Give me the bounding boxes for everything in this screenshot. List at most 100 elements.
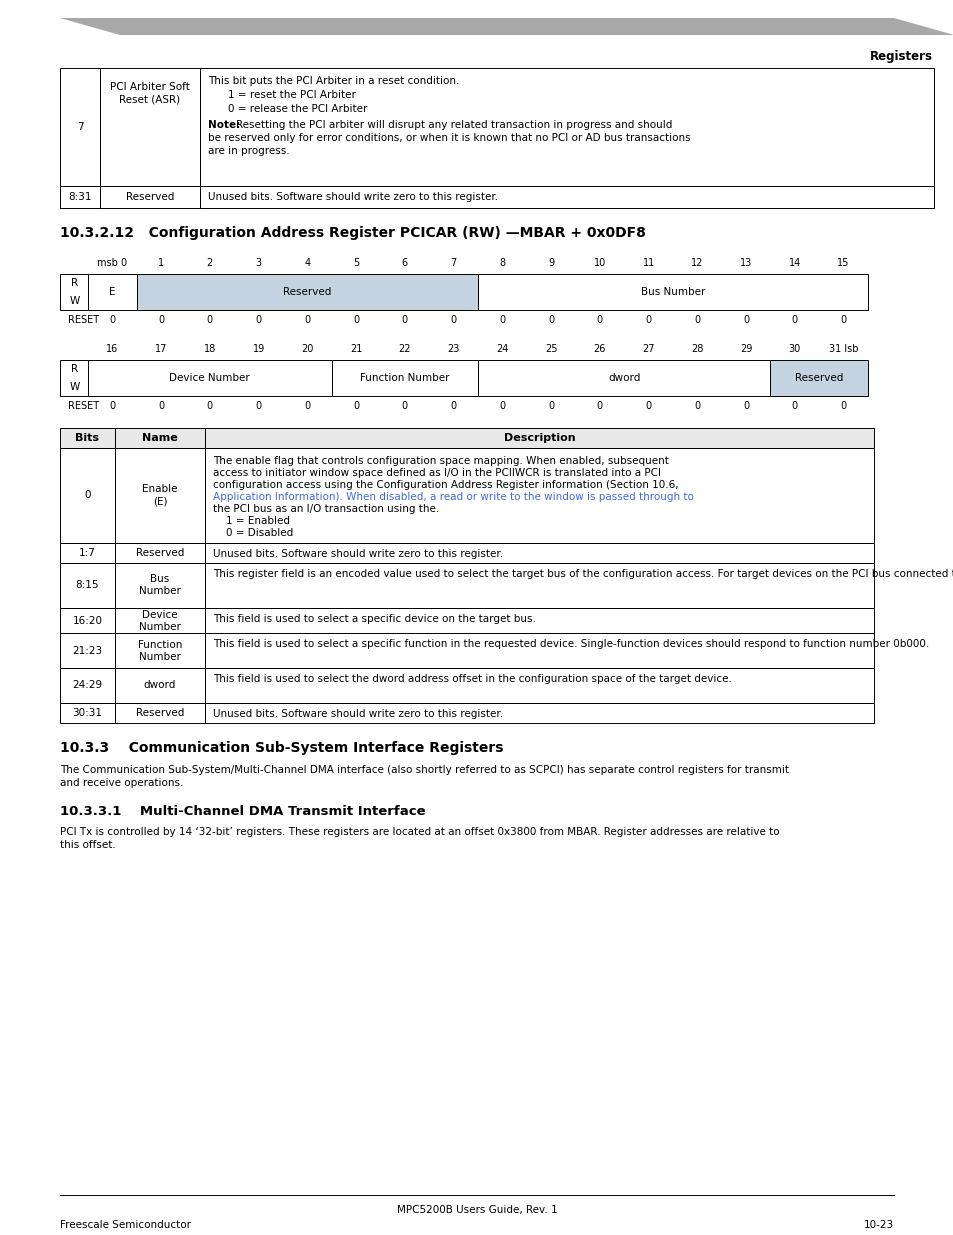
Text: Number: Number bbox=[139, 652, 181, 662]
Text: 0: 0 bbox=[450, 315, 456, 325]
Text: 0: 0 bbox=[304, 315, 310, 325]
Text: 30:31: 30:31 bbox=[72, 708, 102, 718]
Text: 26: 26 bbox=[593, 345, 605, 354]
Text: 0: 0 bbox=[645, 315, 651, 325]
Text: 0: 0 bbox=[353, 315, 359, 325]
Bar bbox=[60, 563, 115, 608]
Text: Bits: Bits bbox=[75, 433, 99, 443]
Text: 5: 5 bbox=[353, 258, 359, 268]
Bar bbox=[60, 543, 115, 563]
Text: 24: 24 bbox=[496, 345, 508, 354]
Text: MPC5200B Users Guide, Rev. 1: MPC5200B Users Guide, Rev. 1 bbox=[396, 1205, 557, 1215]
Text: 15: 15 bbox=[837, 258, 849, 268]
Text: Reserved: Reserved bbox=[794, 373, 842, 383]
Bar bbox=[477, 359, 770, 396]
Text: the PCI bus as an I/O transaction using the.: the PCI bus as an I/O transaction using … bbox=[213, 504, 438, 514]
Text: Bus: Bus bbox=[151, 574, 170, 584]
Text: 9: 9 bbox=[547, 258, 554, 268]
Text: 12: 12 bbox=[691, 258, 702, 268]
Text: 10.3.3    Communication Sub-System Interface Registers: 10.3.3 Communication Sub-System Interfac… bbox=[60, 741, 503, 755]
Bar bbox=[60, 429, 115, 448]
Text: 0: 0 bbox=[498, 401, 505, 411]
Text: 19: 19 bbox=[253, 345, 265, 354]
Bar bbox=[88, 274, 136, 310]
Text: R: R bbox=[71, 278, 78, 288]
Text: 0: 0 bbox=[84, 490, 91, 500]
Bar bbox=[60, 608, 115, 634]
Bar bbox=[88, 359, 332, 396]
Text: 29: 29 bbox=[740, 345, 752, 354]
Text: Function: Function bbox=[137, 640, 182, 650]
Text: 31 lsb: 31 lsb bbox=[828, 345, 858, 354]
Text: Description: Description bbox=[503, 433, 575, 443]
Text: 10.3.2.12   Configuration Address Register PCICAR (RW) —MBAR + 0x0DF8: 10.3.2.12 Configuration Address Register… bbox=[60, 226, 645, 240]
Text: 0: 0 bbox=[353, 401, 359, 411]
Text: RESET: RESET bbox=[68, 401, 99, 411]
Text: 8:15: 8:15 bbox=[75, 580, 99, 590]
Text: 0: 0 bbox=[840, 315, 846, 325]
Text: access to initiator window space defined as I/O in the PCIIWCR is translated int: access to initiator window space defined… bbox=[213, 468, 660, 478]
Text: 0: 0 bbox=[498, 315, 505, 325]
Bar bbox=[200, 68, 933, 186]
Text: dword: dword bbox=[607, 373, 639, 383]
Text: 21:23: 21:23 bbox=[72, 646, 103, 656]
Text: 0: 0 bbox=[547, 401, 554, 411]
Bar bbox=[115, 429, 205, 448]
Text: 10.3.3.1    Multi-Channel DMA Transmit Interface: 10.3.3.1 Multi-Channel DMA Transmit Inte… bbox=[60, 805, 425, 818]
Text: 1: 1 bbox=[158, 258, 164, 268]
Text: 20: 20 bbox=[301, 345, 314, 354]
Text: Reserved: Reserved bbox=[126, 191, 174, 203]
Text: 0: 0 bbox=[450, 401, 456, 411]
Bar bbox=[205, 429, 873, 448]
Text: 27: 27 bbox=[641, 345, 654, 354]
Bar bbox=[115, 543, 205, 563]
Text: Device: Device bbox=[142, 610, 177, 620]
Text: configuration access using the Configuration Address Register information (Secti: configuration access using the Configura… bbox=[213, 480, 678, 490]
Bar bbox=[115, 703, 205, 722]
Bar bbox=[332, 359, 477, 396]
Text: 6: 6 bbox=[401, 258, 408, 268]
Text: W: W bbox=[70, 296, 80, 306]
Text: 0: 0 bbox=[645, 401, 651, 411]
Text: 25: 25 bbox=[544, 345, 557, 354]
Text: (E): (E) bbox=[152, 496, 167, 506]
Text: 7: 7 bbox=[76, 122, 83, 132]
Bar bbox=[205, 563, 873, 608]
Text: R: R bbox=[71, 364, 78, 374]
Text: W: W bbox=[70, 382, 80, 391]
Text: Resetting the PCI arbiter will disrupt any related transaction in progress and s: Resetting the PCI arbiter will disrupt a… bbox=[235, 120, 672, 130]
Text: 0 = Disabled: 0 = Disabled bbox=[213, 529, 293, 538]
Bar bbox=[205, 608, 873, 634]
Text: 0 = release the PCI Arbiter: 0 = release the PCI Arbiter bbox=[228, 104, 367, 114]
Text: Reserved: Reserved bbox=[283, 287, 332, 296]
Text: Unused bits. Software should write zero to this register.: Unused bits. Software should write zero … bbox=[208, 191, 497, 203]
Bar bbox=[205, 668, 873, 703]
Text: 0: 0 bbox=[694, 401, 700, 411]
Text: Function Number: Function Number bbox=[359, 373, 449, 383]
Bar bbox=[115, 448, 205, 543]
Text: 0: 0 bbox=[791, 401, 797, 411]
Text: Freescale Semiconductor: Freescale Semiconductor bbox=[60, 1220, 191, 1230]
Bar bbox=[205, 543, 873, 563]
Text: 28: 28 bbox=[691, 345, 702, 354]
Text: 3: 3 bbox=[255, 258, 261, 268]
Bar bbox=[60, 634, 115, 668]
Text: Device Number: Device Number bbox=[170, 373, 250, 383]
Text: Name: Name bbox=[142, 433, 177, 443]
Bar bbox=[477, 274, 867, 310]
Text: 0: 0 bbox=[401, 401, 408, 411]
Bar bbox=[115, 608, 205, 634]
Text: 0: 0 bbox=[158, 315, 164, 325]
Text: be reserved only for error conditions, or when it is known that no PCI or AD bus: be reserved only for error conditions, o… bbox=[208, 133, 690, 143]
Text: 0: 0 bbox=[547, 315, 554, 325]
Text: 0: 0 bbox=[742, 315, 748, 325]
Text: The enable flag that controls configuration space mapping. When enabled, subsequ: The enable flag that controls configurat… bbox=[213, 456, 668, 466]
Text: dword: dword bbox=[144, 680, 176, 690]
Bar bbox=[205, 448, 873, 543]
Text: 18: 18 bbox=[204, 345, 215, 354]
Text: 8:31: 8:31 bbox=[69, 191, 91, 203]
Text: Number: Number bbox=[139, 621, 181, 631]
Bar bbox=[770, 359, 867, 396]
Text: Note:: Note: bbox=[208, 120, 240, 130]
Text: 16: 16 bbox=[106, 345, 118, 354]
